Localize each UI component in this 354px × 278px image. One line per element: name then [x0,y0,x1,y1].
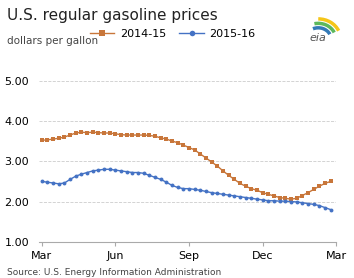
Text: eia: eia [310,33,327,43]
Text: Source: U.S. Energy Information Administration: Source: U.S. Energy Information Administ… [7,268,221,277]
Legend: 2014-15, 2015-16: 2014-15, 2015-16 [85,25,260,44]
Text: U.S. regular gasoline prices: U.S. regular gasoline prices [7,8,218,23]
Text: dollars per gallon: dollars per gallon [7,36,98,46]
